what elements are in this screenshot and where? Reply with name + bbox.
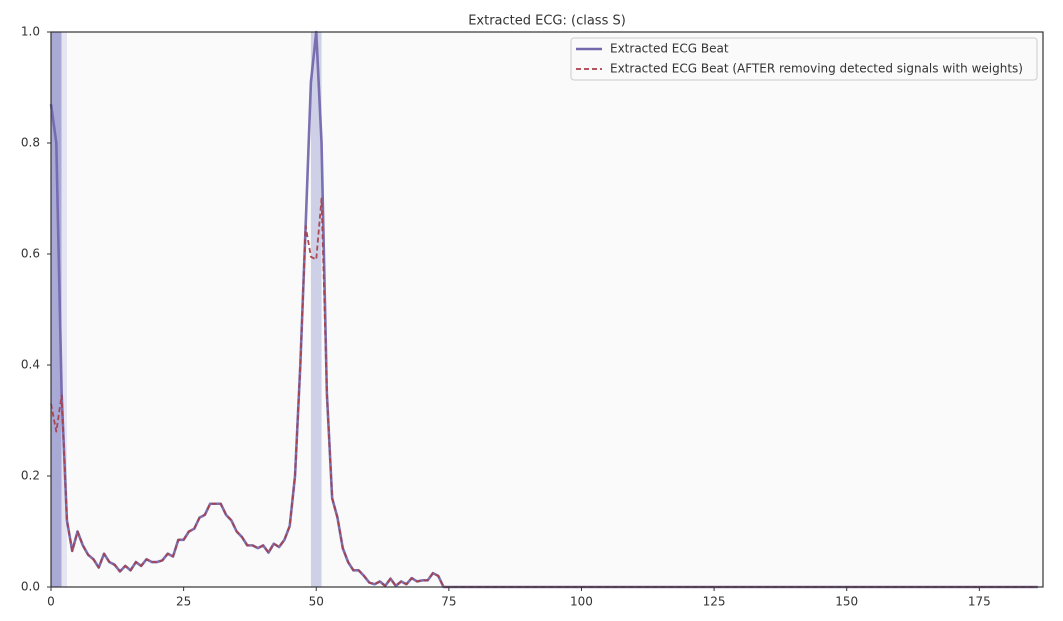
x-tick-label: 100 [570, 595, 593, 609]
x-tick-label: 25 [176, 595, 191, 609]
y-tick-label: 0.6 [21, 247, 40, 261]
y-tick-label: 0.4 [21, 358, 40, 372]
x-tick-label: 150 [835, 595, 858, 609]
plot-frame [50, 31, 1044, 588]
highlight-span [61, 32, 67, 587]
y-tick-label: 1.0 [21, 25, 40, 39]
chart-title: Extracted ECG: (class S) [468, 14, 626, 29]
plot-area [51, 32, 1043, 587]
x-tick-label: 50 [309, 595, 324, 609]
y-tick-label: 0.0 [21, 580, 40, 594]
x-tick-label: 125 [703, 595, 726, 609]
x-tick-label: 0 [47, 595, 55, 609]
legend-label: Extracted ECG Beat (AFTER removing detec… [610, 62, 1023, 76]
highlight-span [51, 32, 62, 587]
x-tick-label: 75 [441, 595, 456, 609]
x-tick-label: 175 [968, 595, 991, 609]
y-tick-label: 0.8 [21, 136, 40, 150]
legend-label: Extracted ECG Beat [610, 42, 729, 56]
highlight-span [310, 32, 322, 587]
legend-box [570, 37, 1038, 81]
y-tick-label: 0.2 [21, 469, 40, 483]
